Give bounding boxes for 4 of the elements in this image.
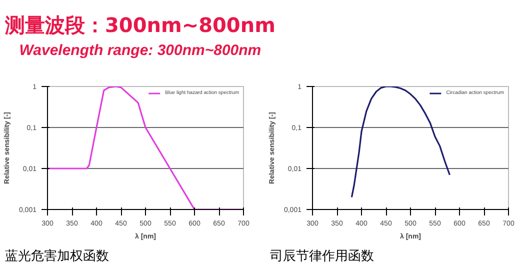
chart-title: 测量波段：300nm~800nm [5,12,276,39]
text: 司辰节律作用函数 [270,248,374,266]
text: 蓝光危害加权函数 [5,248,109,266]
chart-subtitle: Wavelength range: 300nm~800nm [18,40,262,61]
